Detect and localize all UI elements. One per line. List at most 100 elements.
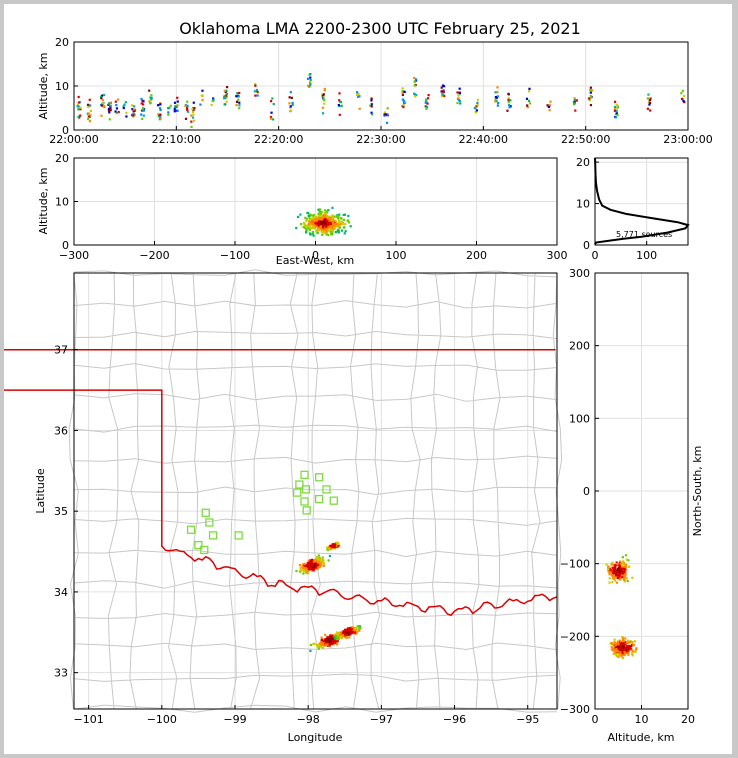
th-source-point xyxy=(682,99,685,103)
plan-source-point xyxy=(319,558,322,561)
th-source-point xyxy=(386,107,389,110)
plan-source-point xyxy=(303,564,306,567)
ew-source-point xyxy=(312,222,315,226)
ew-source-point xyxy=(311,221,314,224)
ns-source-point xyxy=(616,576,620,580)
th-source-point xyxy=(442,90,445,93)
plan-source-point xyxy=(312,559,316,562)
plan-source-point xyxy=(329,547,332,550)
th-source-point xyxy=(321,112,325,115)
ns-source-point xyxy=(607,565,610,569)
th-source-point xyxy=(615,107,619,110)
plan-source-point xyxy=(322,639,325,643)
ns-source-point xyxy=(627,647,630,650)
th-source-point xyxy=(191,107,194,111)
plan-source-point xyxy=(348,628,351,632)
lma-station-marker xyxy=(300,470,309,480)
plan-source-point xyxy=(319,562,322,565)
th-xtick-label: 22:30:00 xyxy=(356,133,405,146)
th-source-point xyxy=(150,98,153,101)
plan-source-point xyxy=(316,567,319,570)
plan-source-point xyxy=(336,637,339,640)
th-source-point xyxy=(426,102,429,105)
ew-source-point xyxy=(342,226,345,229)
th-source-point xyxy=(167,113,170,116)
th-source-point xyxy=(235,104,238,107)
plan-source-point xyxy=(311,566,314,569)
ew-source-point xyxy=(332,217,335,220)
plan-source-point xyxy=(357,625,360,628)
th-source-point xyxy=(648,99,652,102)
ns-source-point xyxy=(619,570,622,573)
th-source-point xyxy=(140,113,143,116)
plan-source-point xyxy=(306,571,309,574)
ns-source-point xyxy=(612,576,615,579)
th-source-point xyxy=(494,96,497,99)
th-source-point xyxy=(386,113,389,116)
ew-source-point xyxy=(323,219,326,222)
th-source-point xyxy=(590,89,594,92)
plan-source-point xyxy=(319,563,323,567)
ns-source-point xyxy=(612,571,615,575)
th-source-point xyxy=(616,105,620,109)
ns-source-point xyxy=(621,556,624,559)
ew-source-point xyxy=(311,217,314,220)
ew-source-point xyxy=(332,219,336,223)
ew-source-point xyxy=(327,233,330,237)
th-source-point xyxy=(200,94,203,97)
plan-source-point xyxy=(298,563,302,567)
th-source-point xyxy=(384,113,387,116)
plan-source-point xyxy=(318,556,321,560)
plan-source-point xyxy=(321,560,324,563)
th-source-point xyxy=(238,101,241,104)
th-source-point xyxy=(509,99,512,102)
th-source-point xyxy=(236,92,239,95)
ew-source-point xyxy=(325,211,328,214)
th-source-point xyxy=(211,99,214,103)
ew-source-point xyxy=(307,214,310,218)
plan-source-point xyxy=(331,545,334,548)
ns-source-point xyxy=(615,651,618,655)
plan-source-point xyxy=(334,636,337,639)
th-source-point xyxy=(89,109,92,113)
th-source-point xyxy=(589,91,592,94)
ew-source-point xyxy=(329,223,332,226)
th-source-point xyxy=(414,95,417,98)
ew-source-point xyxy=(307,223,310,226)
ns-source-point xyxy=(612,649,615,652)
ns-source-point xyxy=(613,571,617,575)
plan-source-point xyxy=(314,558,317,562)
th-source-point xyxy=(225,89,228,92)
th-source-point xyxy=(289,109,293,112)
ns-source-point xyxy=(623,649,626,652)
th-source-point xyxy=(528,87,531,90)
th-source-point xyxy=(496,91,499,94)
th-source-point xyxy=(272,103,275,106)
th-source-point xyxy=(289,91,292,94)
plan-source-point xyxy=(326,643,329,646)
ns-source-point xyxy=(612,563,615,566)
ns-source-point xyxy=(622,562,625,565)
plan-source-point xyxy=(339,632,342,635)
ns-source-point xyxy=(625,577,628,580)
ns-source-point xyxy=(627,648,630,652)
th-source-point xyxy=(125,115,128,118)
plan-source-point xyxy=(306,563,310,566)
plan-source-point xyxy=(353,631,357,634)
th-source-point xyxy=(683,94,686,98)
ew-source-point xyxy=(296,215,300,219)
plan-source-point xyxy=(315,562,318,565)
th-xtick-label: 22:00:00 xyxy=(49,133,98,146)
ew-source-point xyxy=(311,214,315,217)
plan-source-point xyxy=(345,631,348,634)
ew-source-point xyxy=(318,214,322,217)
plan-source-point xyxy=(324,638,327,641)
ns-source-point xyxy=(615,562,618,566)
th-source-point xyxy=(459,102,462,105)
plan-source-point xyxy=(320,636,323,639)
plan-source-point xyxy=(310,559,313,562)
th-source-point xyxy=(415,93,418,97)
plan-source-point xyxy=(356,628,359,631)
th-source-point xyxy=(573,98,577,101)
th-source-point xyxy=(115,104,118,107)
